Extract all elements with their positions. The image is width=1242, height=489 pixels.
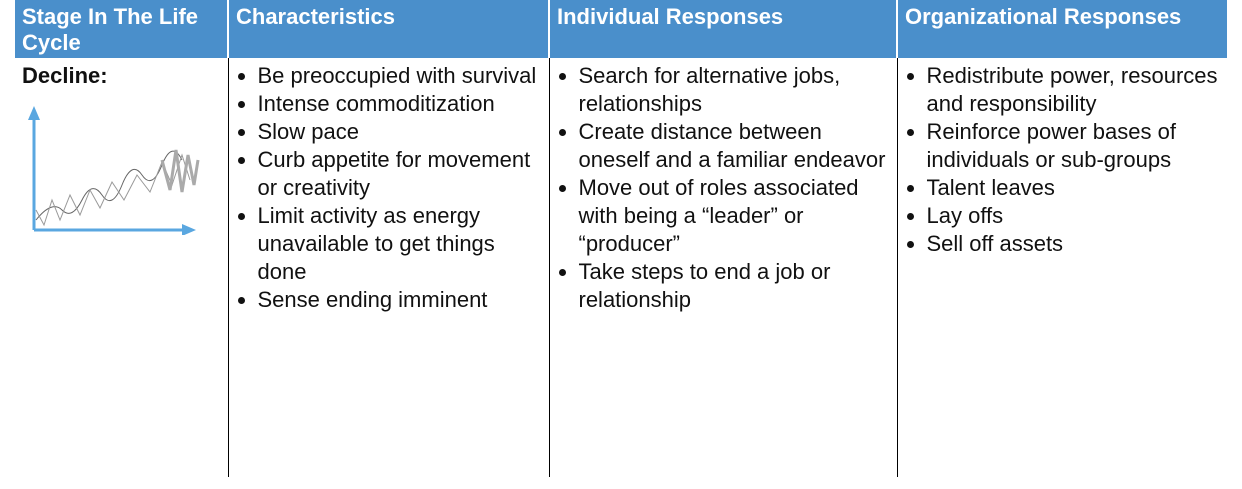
bullet-item: Limit activity as energy unavailable to … xyxy=(258,202,543,286)
bullet-item: Slow pace xyxy=(258,118,543,146)
bullet-item: Search for alternative jobs, relationshi… xyxy=(579,62,891,118)
stage-cell: Decline: xyxy=(15,58,228,477)
bullet-item: Sell off assets xyxy=(927,230,1222,258)
bullet-list: Search for alternative jobs, relationshi… xyxy=(557,62,891,314)
bullet-item: Redistribute power, resources and respon… xyxy=(927,62,1222,118)
bullet-list: Be preoccupied with survivalIntense comm… xyxy=(236,62,543,314)
bullet-item: Move out of roles associated with being … xyxy=(579,174,891,258)
header-cell: Individual Responses xyxy=(548,0,897,58)
bullet-list: Redistribute power, resources and respon… xyxy=(905,62,1222,258)
bullet-item: Curb appetite for movement or creativity xyxy=(258,146,543,202)
bullet-item: Lay offs xyxy=(927,202,1222,230)
header-row: Stage In The Life Cycle Characteristics … xyxy=(15,0,1227,58)
body-row: Decline: Be preoccupied with survivalInt… xyxy=(15,58,1227,477)
bullet-item: Be preoccupied with survival xyxy=(258,62,543,90)
life-cycle-table: Stage In The Life Cycle Characteristics … xyxy=(15,0,1227,477)
decline-curve-icon xyxy=(28,106,200,236)
bullet-item: Intense commoditization xyxy=(258,90,543,118)
bullet-item: Sense ending imminent xyxy=(258,286,543,314)
stage-label: Decline: xyxy=(22,63,108,88)
individual-cell: Search for alternative jobs, relationshi… xyxy=(548,58,897,477)
bullet-item: Reinforce power bases of individuals or … xyxy=(927,118,1222,174)
header-cell: Characteristics xyxy=(227,0,549,58)
bullet-item: Create distance between oneself and a fa… xyxy=(579,118,891,174)
header-cell: Organizational Responses xyxy=(896,0,1227,58)
organizational-cell: Redistribute power, resources and respon… xyxy=(896,58,1227,477)
header-cell: Stage In The Life Cycle xyxy=(15,0,228,58)
bullet-item: Talent leaves xyxy=(927,174,1222,202)
characteristics-cell: Be preoccupied with survivalIntense comm… xyxy=(227,58,549,477)
bullet-item: Take steps to end a job or relationship xyxy=(579,258,891,314)
